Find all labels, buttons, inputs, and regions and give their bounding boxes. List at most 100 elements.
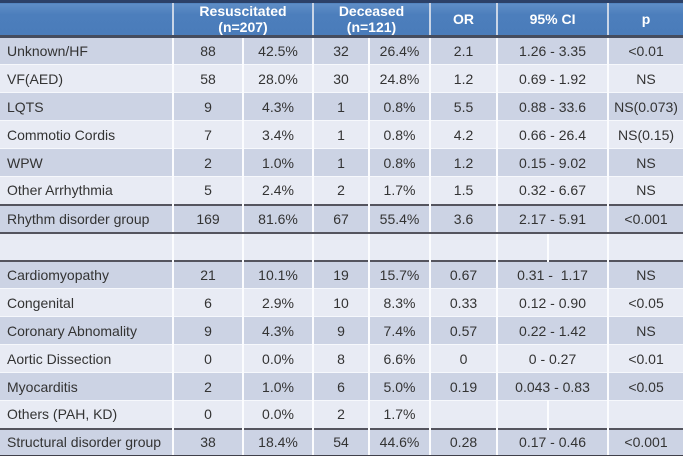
row-label: Aortic Dissection — [0, 344, 174, 373]
deceased-pct: 1.7% — [368, 176, 432, 205]
table-row-other-arrhythmia: Other Arrhythmia 5 2.4% 2 1.7% 1.5 0.32 … — [0, 176, 683, 205]
table-row-vf-aed: VF(AED) 58 28.0% 30 24.8% 1.2 0.69 - 1.9… — [0, 64, 683, 93]
confidence-interval: 2.17 - 5.91 — [496, 203, 610, 234]
odds-ratio: 1.5 — [429, 176, 499, 205]
deceased-pct: 24.8% — [368, 64, 432, 93]
resuscitated-n — [172, 232, 244, 261]
resuscitated-n: 7 — [172, 120, 244, 149]
p-value: <0.01 — [607, 36, 683, 65]
confidence-interval: 0.043 - 0.83 — [496, 372, 610, 401]
resuscitated-pct: 28.0% — [241, 64, 315, 93]
deceased-n: 30 — [312, 64, 371, 93]
deceased-pct: 1.7% — [368, 400, 432, 429]
resuscitated-pct: 81.6% — [241, 203, 315, 234]
resuscitated-n: 2 — [172, 148, 244, 177]
deceased-pct — [368, 232, 432, 261]
resuscitated-n: 6 — [172, 288, 244, 317]
header-ci: 95% CI — [496, 1, 610, 38]
resuscitated-n: 169 — [172, 203, 244, 234]
row-label: Coronary Abnomality — [0, 316, 174, 345]
deceased-n: 8 — [312, 344, 371, 373]
deceased-n: 2 — [312, 400, 371, 429]
resuscitated-pct: 2.9% — [241, 288, 315, 317]
table-row-commotio-cordis: Commotio Cordis 7 3.4% 1 0.8% 4.2 0.66 -… — [0, 120, 683, 149]
p-value — [607, 232, 683, 261]
odds-ratio: 0.28 — [429, 427, 499, 456]
confidence-interval: 0.69 - 1.92 — [496, 64, 610, 93]
odds-ratio: 0 — [429, 344, 499, 373]
table-row-wpw: WPW 2 1.0% 1 0.8% 1.2 0.15 - 9.02 NS — [0, 148, 683, 177]
row-label: WPW — [0, 148, 174, 177]
resuscitated-pct: 4.3% — [241, 316, 315, 345]
deceased-n: 9 — [312, 316, 371, 345]
deceased-n: 10 — [312, 288, 371, 317]
confidence-interval: 0.32 - 6.67 — [496, 176, 610, 205]
deceased-n: 19 — [312, 259, 371, 289]
deceased-pct: 8.3% — [368, 288, 432, 317]
resuscitated-pct — [241, 232, 315, 261]
resuscitated-pct: 18.4% — [241, 427, 315, 456]
confidence-interval-low — [496, 232, 550, 261]
p-value: <0.001 — [607, 427, 683, 456]
p-value: NS — [607, 64, 683, 93]
resuscitated-n: 9 — [172, 92, 244, 121]
resuscitated-n: 38 — [172, 427, 244, 456]
odds-ratio: 0.19 — [429, 372, 499, 401]
odds-ratio — [429, 400, 499, 429]
confidence-interval: 1.26 - 3.35 — [496, 36, 610, 65]
confidence-interval: 0 - 0.27 — [496, 344, 610, 373]
odds-ratio: 2.1 — [429, 36, 499, 65]
table-row-cardiomyopathy: Cardiomyopathy 21 10.1% 19 15.7% 0.67 0.… — [0, 259, 683, 289]
confidence-interval-high — [547, 400, 610, 429]
table-row-myocarditis: Myocarditis 2 1.0% 6 5.0% 0.19 0.043 - 0… — [0, 372, 683, 401]
deceased-pct: 0.8% — [368, 92, 432, 121]
table-row-aortic-dissection: Aortic Dissection 0 0.0% 8 6.6% 0 0 - 0.… — [0, 344, 683, 373]
resuscitated-pct: 42.5% — [241, 36, 315, 65]
resuscitated-n: 88 — [172, 36, 244, 65]
confidence-interval: 0.15 - 9.02 — [496, 148, 610, 177]
confidence-interval: 0.12 - 0.90 — [496, 288, 610, 317]
table-row-unknown-hf: Unknown/HF 88 42.5% 32 26.4% 2.1 1.26 - … — [0, 36, 683, 65]
resuscitated-n: 21 — [172, 259, 244, 289]
p-value: <0.05 — [607, 372, 683, 401]
table-row-lqts: LQTS 9 4.3% 1 0.8% 5.5 0.88 - 33.6 NS(0.… — [0, 92, 683, 121]
deceased-pct: 15.7% — [368, 259, 432, 289]
p-value: NS — [607, 176, 683, 205]
resuscitated-n: 2 — [172, 372, 244, 401]
deceased-pct: 26.4% — [368, 36, 432, 65]
deceased-pct: 44.6% — [368, 427, 432, 456]
p-value: NS(0.15) — [607, 120, 683, 149]
deceased-n: 32 — [312, 36, 371, 65]
confidence-interval: 0.66 - 26.4 — [496, 120, 610, 149]
table-row-spacer — [0, 232, 683, 261]
header-deceased: Deceased (n=121) — [312, 1, 432, 38]
p-value: NS(0.073) — [607, 92, 683, 121]
row-label: Commotio Cordis — [0, 120, 174, 149]
row-label: Myocarditis — [0, 372, 174, 401]
row-label: Cardiomyopathy — [0, 259, 174, 289]
deceased-n: 54 — [312, 427, 371, 456]
row-label: Unknown/HF — [0, 36, 174, 65]
odds-ratio: 3.6 — [429, 203, 499, 234]
p-value — [607, 400, 683, 429]
deceased-pct: 7.4% — [368, 316, 432, 345]
deceased-pct: 55.4% — [368, 203, 432, 234]
row-label: LQTS — [0, 92, 174, 121]
deceased-n: 1 — [312, 92, 371, 121]
confidence-interval: 0.17 - 0.46 — [496, 427, 610, 456]
confidence-interval: 0.88 - 33.6 — [496, 92, 610, 121]
confidence-interval-low — [496, 400, 550, 429]
deceased-pct: 0.8% — [368, 148, 432, 177]
resuscitated-n: 9 — [172, 316, 244, 345]
p-value: NS — [607, 316, 683, 345]
table-row-others-pah-kd: Others (PAH, KD) 0 0.0% 2 1.7% — [0, 400, 683, 429]
row-label: Other Arrhythmia — [0, 176, 174, 205]
p-value: <0.001 — [607, 203, 683, 234]
header-empty-cell — [0, 1, 174, 38]
deceased-pct: 0.8% — [368, 120, 432, 149]
resuscitated-pct: 10.1% — [241, 259, 315, 289]
deceased-pct: 6.6% — [368, 344, 432, 373]
odds-ratio — [429, 232, 499, 261]
